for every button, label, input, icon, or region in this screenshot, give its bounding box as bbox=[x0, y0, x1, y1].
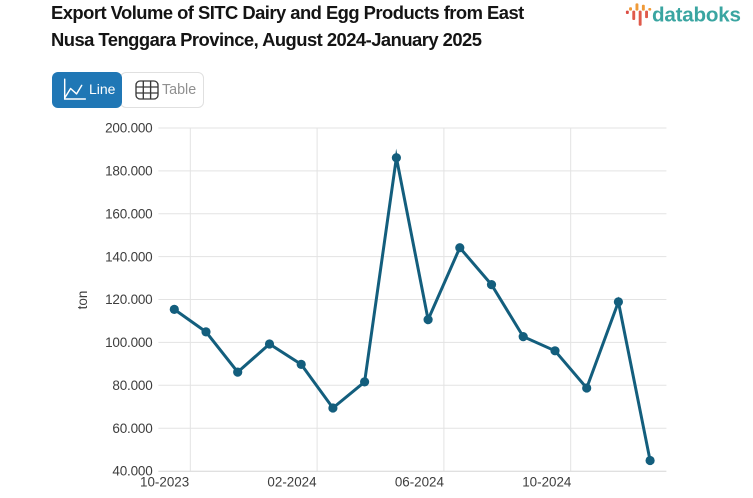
svg-text:databoks: databoks bbox=[652, 4, 741, 27]
svg-text:160.000: 160.000 bbox=[105, 207, 152, 222]
svg-text:200.000: 200.000 bbox=[105, 121, 152, 136]
svg-text:02-2024: 02-2024 bbox=[267, 475, 317, 490]
svg-text:60.000: 60.000 bbox=[112, 421, 152, 436]
svg-text:180.000: 180.000 bbox=[105, 164, 152, 179]
svg-text:10-2023: 10-2023 bbox=[140, 475, 189, 490]
svg-text:140.000: 140.000 bbox=[105, 249, 152, 264]
svg-text:40.000: 40.000 bbox=[112, 463, 152, 478]
svg-text:10-2024: 10-2024 bbox=[522, 475, 572, 490]
svg-text:80.000: 80.000 bbox=[112, 378, 152, 393]
svg-text:100.000: 100.000 bbox=[105, 335, 152, 350]
svg-text:06-2024: 06-2024 bbox=[395, 475, 445, 490]
svg-text:120.000: 120.000 bbox=[105, 292, 152, 307]
svg-text:ton: ton bbox=[75, 291, 90, 310]
